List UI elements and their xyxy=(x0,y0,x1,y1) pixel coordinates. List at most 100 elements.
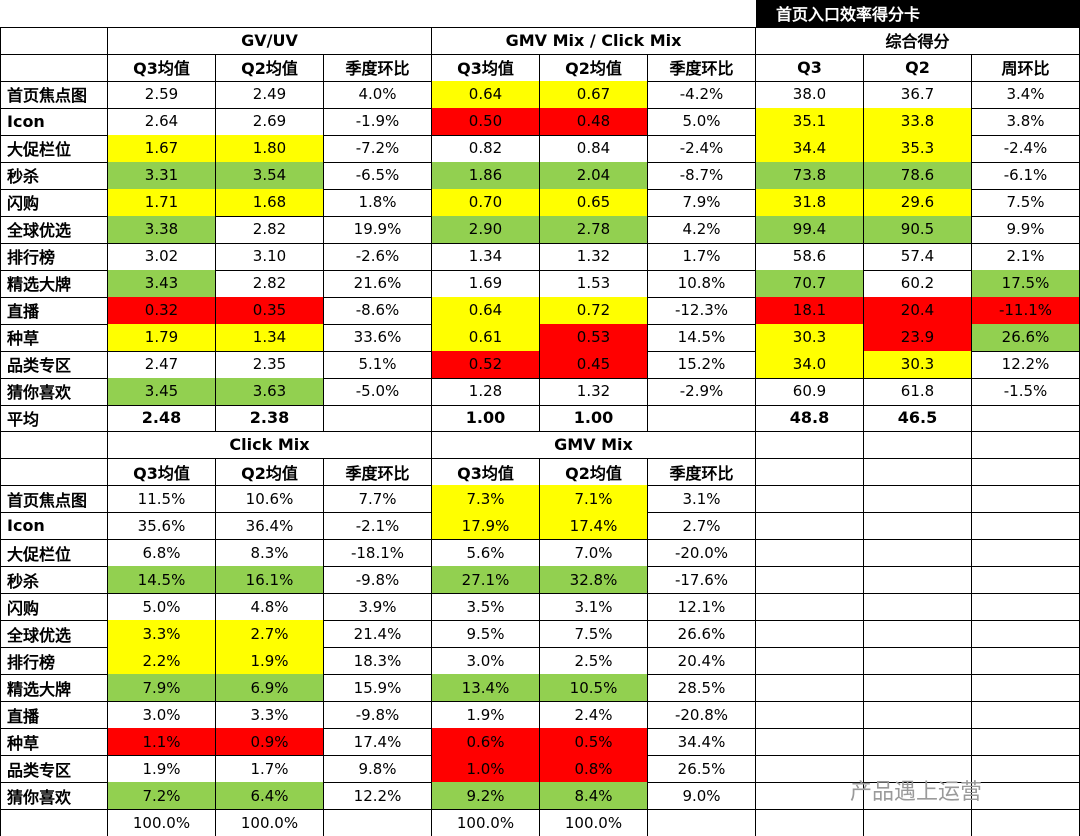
group-header: GV/UV xyxy=(108,26,432,55)
empty-cell xyxy=(864,539,972,568)
empty-cell xyxy=(756,647,864,676)
value-cell: 70.7 xyxy=(756,269,864,298)
value-cell: 2.82 xyxy=(216,269,324,298)
value-cell: 7.0% xyxy=(540,539,648,568)
column-header: 周环比 xyxy=(972,53,1080,82)
value-cell: 0.45 xyxy=(540,350,648,379)
average-cell xyxy=(972,404,1080,433)
value-cell: 12.1% xyxy=(648,593,756,622)
value-cell: 2.90 xyxy=(432,215,540,244)
empty-cell xyxy=(756,593,864,622)
value-cell: 17.4% xyxy=(540,512,648,541)
empty-cell xyxy=(972,431,1080,460)
column-header: Q3均值 xyxy=(108,458,216,487)
value-cell: -9.8% xyxy=(324,566,432,595)
value-cell: 35.1 xyxy=(756,107,864,136)
column-header: Q2均值 xyxy=(540,53,648,82)
value-cell: 1.34 xyxy=(216,323,324,352)
row-label: 闪购 xyxy=(0,188,108,217)
empty-cell xyxy=(972,701,1080,730)
value-cell: 15.2% xyxy=(648,350,756,379)
value-cell: 4.2% xyxy=(648,215,756,244)
average-cell: 48.8 xyxy=(756,404,864,433)
value-cell: 0.67 xyxy=(540,80,648,109)
value-cell: 2.59 xyxy=(108,80,216,109)
value-cell: 9.9% xyxy=(972,215,1080,244)
value-cell: 10.6% xyxy=(216,485,324,514)
value-cell: 17.9% xyxy=(432,512,540,541)
value-cell: 7.5% xyxy=(540,620,648,649)
empty-cell xyxy=(972,674,1080,703)
value-cell: 1.8% xyxy=(324,188,432,217)
value-cell: 1.34 xyxy=(432,242,540,271)
column-header: Q3均值 xyxy=(432,458,540,487)
value-cell: 1.32 xyxy=(540,242,648,271)
value-cell: 23.9 xyxy=(864,323,972,352)
row-label: 精选大牌 xyxy=(0,269,108,298)
value-cell: 7.2% xyxy=(108,782,216,811)
group-header: GMV Mix / Click Mix xyxy=(432,26,756,55)
top-border xyxy=(0,26,1080,28)
value-cell: 1.86 xyxy=(432,161,540,190)
value-cell: 1.28 xyxy=(432,377,540,406)
value-cell: 26.5% xyxy=(648,755,756,784)
empty-cell xyxy=(864,620,972,649)
empty-cell xyxy=(756,566,864,595)
value-cell: 2.5% xyxy=(540,647,648,676)
value-cell: -2.4% xyxy=(648,134,756,163)
value-cell: 17.5% xyxy=(972,269,1080,298)
column-header: 季度环比 xyxy=(324,53,432,82)
value-cell: 2.78 xyxy=(540,215,648,244)
value-cell: -2.6% xyxy=(324,242,432,271)
empty-cell xyxy=(972,539,1080,568)
value-cell: 1.9% xyxy=(108,755,216,784)
value-cell: -1.5% xyxy=(972,377,1080,406)
value-cell: 9.5% xyxy=(432,620,540,649)
empty-cell xyxy=(864,566,972,595)
empty-cell xyxy=(972,809,1080,836)
value-cell: 3.8% xyxy=(972,107,1080,136)
value-cell: 3.1% xyxy=(540,593,648,622)
value-cell: 0.72 xyxy=(540,296,648,325)
total-cell: 100.0% xyxy=(216,809,324,836)
row-label: 猜你喜欢 xyxy=(0,782,108,811)
group-header: Click Mix xyxy=(108,431,432,460)
value-cell: -2.9% xyxy=(648,377,756,406)
value-cell: 1.0% xyxy=(432,755,540,784)
value-cell: 36.4% xyxy=(216,512,324,541)
value-cell: 33.6% xyxy=(324,323,432,352)
empty-cell xyxy=(972,485,1080,514)
average-cell: 46.5 xyxy=(864,404,972,433)
value-cell: 2.7% xyxy=(648,512,756,541)
column-header: Q2均值 xyxy=(216,53,324,82)
empty-cell xyxy=(0,431,108,460)
value-cell: 60.9 xyxy=(756,377,864,406)
value-cell: 1.79 xyxy=(108,323,216,352)
value-cell: 2.35 xyxy=(216,350,324,379)
value-cell: 5.0% xyxy=(648,107,756,136)
empty-cell xyxy=(756,485,864,514)
value-cell: 12.2% xyxy=(972,350,1080,379)
empty-cell xyxy=(864,782,972,811)
value-cell: 11.5% xyxy=(108,485,216,514)
value-cell: 6.8% xyxy=(108,539,216,568)
value-cell: 3.02 xyxy=(108,242,216,271)
value-cell: -2.4% xyxy=(972,134,1080,163)
value-cell: 0.61 xyxy=(432,323,540,352)
value-cell: -8.6% xyxy=(324,296,432,325)
value-cell: 28.5% xyxy=(648,674,756,703)
value-cell: -8.7% xyxy=(648,161,756,190)
value-cell: 5.1% xyxy=(324,350,432,379)
value-cell: -18.1% xyxy=(324,539,432,568)
value-cell: 3.1% xyxy=(648,485,756,514)
column-header: 季度环比 xyxy=(648,458,756,487)
value-cell: 0.65 xyxy=(540,188,648,217)
value-cell: 1.69 xyxy=(432,269,540,298)
value-cell: 2.4% xyxy=(540,701,648,730)
row-label: 首页焦点图 xyxy=(0,80,108,109)
total-cell xyxy=(324,809,432,836)
column-header: Q3 xyxy=(756,53,864,82)
value-cell: 7.5% xyxy=(972,188,1080,217)
row-label: 排行榜 xyxy=(0,242,108,271)
